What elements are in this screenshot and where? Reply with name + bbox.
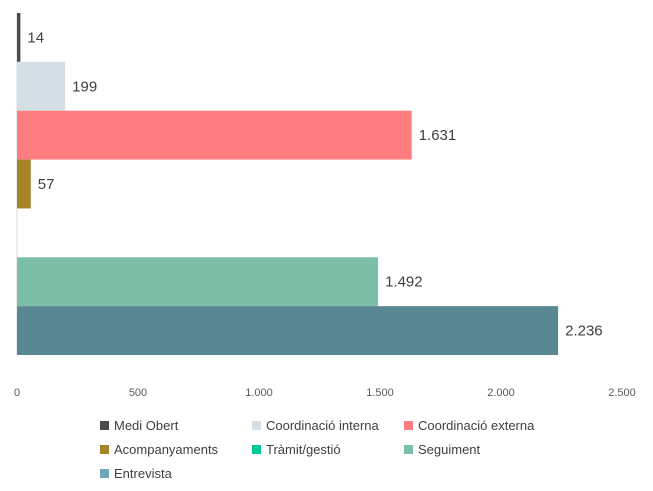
bar-chart: 14 199 1.631 57 1.492 2.236 0 500 1.000 1.500 2.0… xyxy=(14,13,636,399)
legend-item: Coordinació externa xyxy=(404,418,564,433)
legend-label: Tràmit/gestió xyxy=(266,441,341,457)
data-label-seguiment: 1.492 xyxy=(385,274,423,291)
data-label-acompanyaments: 57 xyxy=(38,176,55,193)
legend-item: Tràmit/gestió xyxy=(252,442,404,457)
legend-row: Acompanyaments Tràmit/gestió Seguiment xyxy=(100,437,620,461)
data-label-coordinacio-interna: 199 xyxy=(72,78,97,95)
legend-item: Acompanyaments xyxy=(100,442,252,457)
x-axis-ticks: 0 500 1.000 1.500 2.000 2.500 xyxy=(14,387,636,399)
x-tick-label: 500 xyxy=(129,387,147,399)
legend-swatch xyxy=(404,444,413,454)
data-label-coordinacio-externa: 1.631 xyxy=(419,127,457,144)
legend-item: Seguiment xyxy=(404,442,564,457)
x-tick-label: 0 xyxy=(14,387,20,399)
legend-row: Medi Obert Coordinació interna Coordinació… xyxy=(100,413,620,437)
legend-swatch xyxy=(100,420,109,430)
legend-swatch xyxy=(252,420,261,430)
bar-seguiment xyxy=(17,257,379,307)
data-label-medi-obert: 14 xyxy=(27,29,44,46)
bar-acompanyaments xyxy=(17,159,31,209)
legend-label: Coordinació externa xyxy=(418,417,535,433)
legend: Medi Obert Coordinació interna Coordinació… xyxy=(100,413,620,485)
x-tick-label: 1.500 xyxy=(366,387,394,399)
legend-label: Acompanyaments xyxy=(114,441,219,457)
bar-entrevista xyxy=(17,306,559,355)
x-tick-label: 2.000 xyxy=(487,387,515,399)
legend-swatch xyxy=(100,444,109,454)
legend-item: Coordinació interna xyxy=(252,418,404,433)
legend-label: Medi Obert xyxy=(114,417,179,433)
data-label-entrevista: 2.236 xyxy=(565,323,603,340)
legend-swatch xyxy=(252,444,261,454)
x-tick-label: 2.500 xyxy=(608,387,636,399)
bar-coordinacio-interna xyxy=(17,61,66,111)
legend-item: Medi Obert xyxy=(100,418,252,433)
legend-item: Entrevista xyxy=(100,466,252,481)
legend-row: Entrevista xyxy=(100,461,620,485)
legend-label: Entrevista xyxy=(114,465,172,481)
legend-swatch xyxy=(404,420,413,430)
x-tick-label: 1.000 xyxy=(245,387,273,399)
legend-label: Coordinació interna xyxy=(266,417,379,433)
legend-swatch xyxy=(100,468,109,478)
bar-coordinacio-externa xyxy=(17,110,412,160)
bar-medi-obert xyxy=(17,13,21,62)
bars-group xyxy=(17,13,559,355)
data-labels-group: 14 199 1.631 57 1.492 2.236 xyxy=(27,29,602,339)
legend-label: Seguiment xyxy=(418,441,481,457)
